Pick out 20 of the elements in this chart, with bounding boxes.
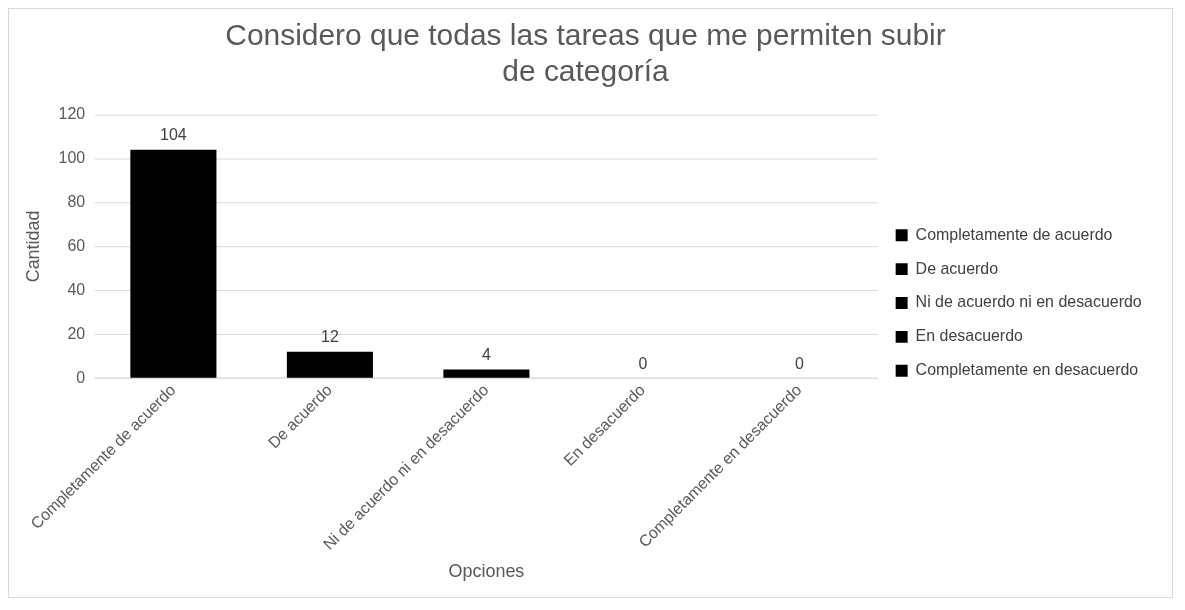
legend-label: Ni de acuerdo ni en desacuerdo <box>915 293 1142 311</box>
legend-label: De acuerdo <box>915 259 999 277</box>
legend-label: Completamente en desacuerdo <box>915 361 1139 379</box>
y-tick-label: 120 <box>58 105 86 123</box>
data-label: 0 <box>794 354 804 372</box>
y-axis-title: Cantidad <box>22 210 43 283</box>
legend-label: Completamente de acuerdo <box>915 225 1113 243</box>
y-tick-label: 80 <box>67 192 86 210</box>
legend-label: En desacuerdo <box>915 327 1024 345</box>
y-tick-label: 100 <box>58 148 86 166</box>
data-label: 12 <box>321 328 339 346</box>
y-tick-label: 0 <box>76 368 86 386</box>
data-label: 104 <box>160 126 187 144</box>
y-tick-label: 40 <box>67 280 86 298</box>
y-tick-label: 20 <box>67 324 86 342</box>
chart-title: Considero que todas las tareas que me permiten subir de categoría <box>225 18 946 88</box>
data-label: 0 <box>638 354 648 372</box>
y-tick-label: 60 <box>67 236 86 254</box>
data-label: 4 <box>481 345 491 363</box>
x-axis-title: Opciones <box>448 561 525 582</box>
